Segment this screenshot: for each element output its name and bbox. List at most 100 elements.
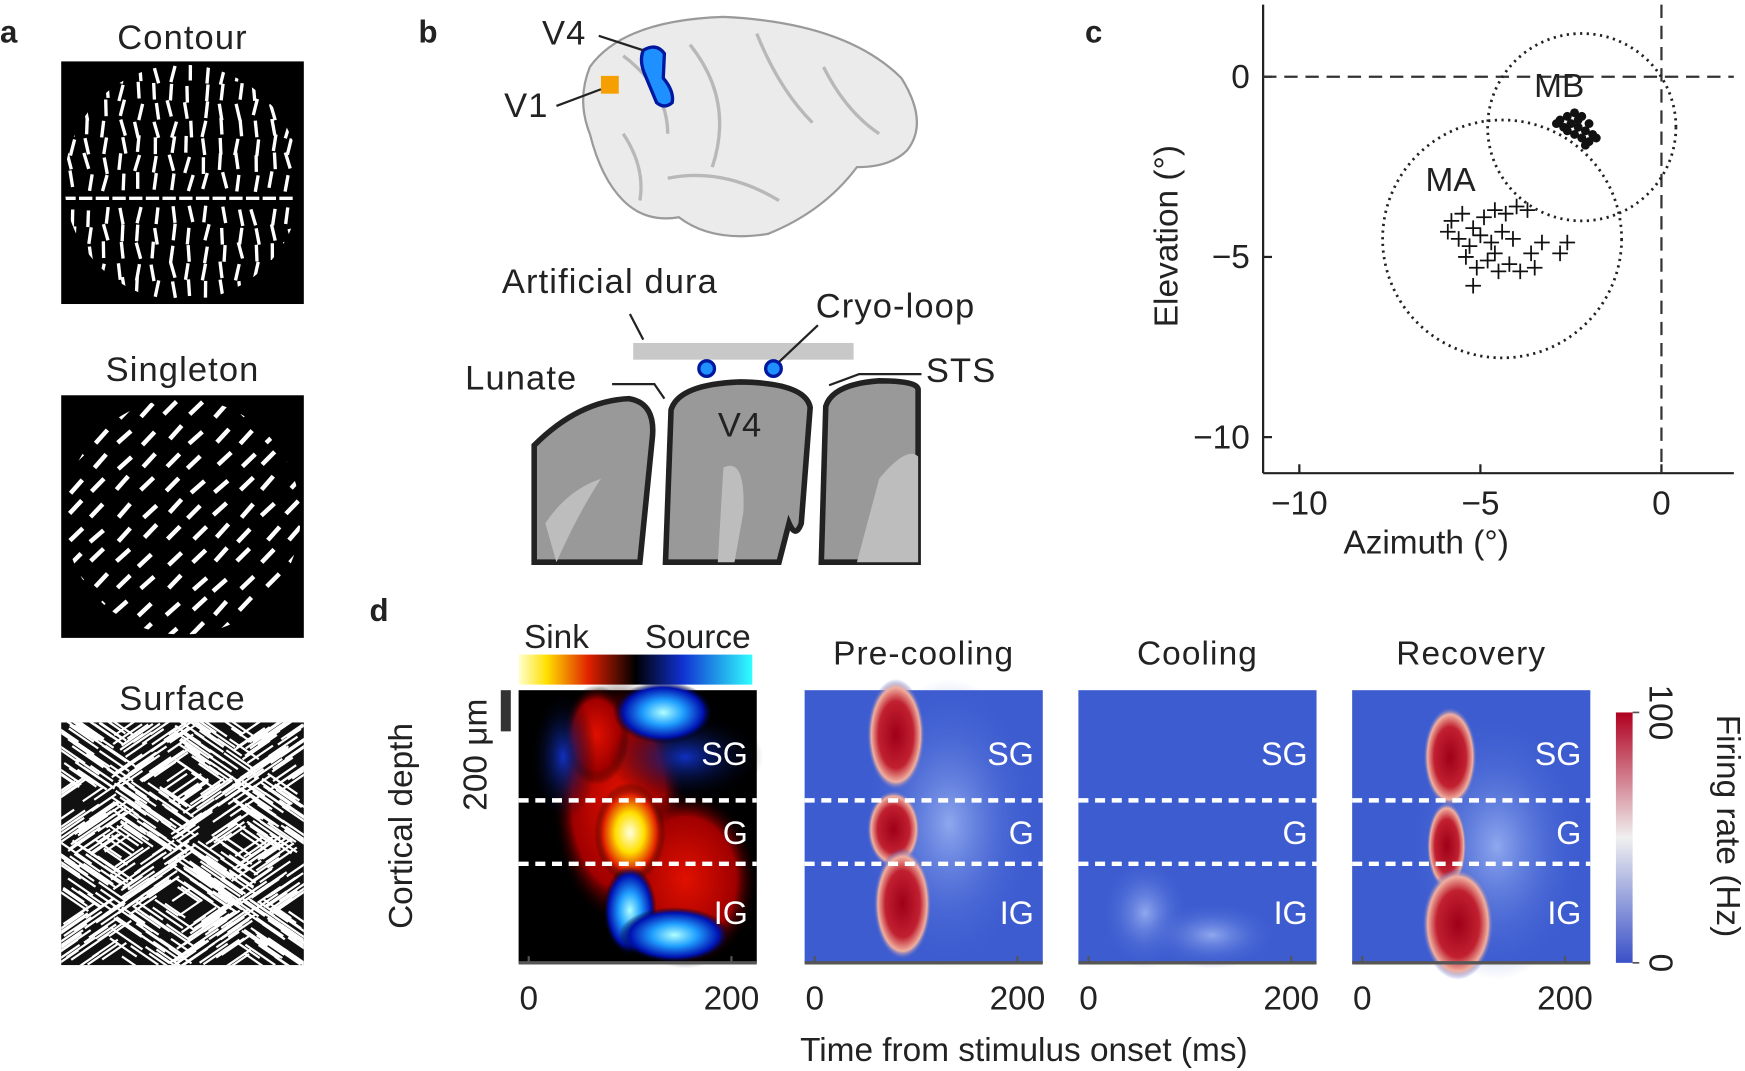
- line-element: [148, 756, 172, 773]
- line-element: [249, 754, 273, 771]
- line-element: [238, 722, 261, 737]
- plus-marker: [1472, 227, 1489, 244]
- line-element: [133, 154, 142, 172]
- line-element: [227, 919, 253, 939]
- line-element: [222, 843, 253, 866]
- line-element: [262, 898, 292, 920]
- line-element: [119, 796, 147, 816]
- line-element: [118, 891, 148, 913]
- line-element: [138, 825, 163, 844]
- line-element: [168, 424, 184, 441]
- line-element: [90, 832, 123, 856]
- line-element: [84, 897, 116, 920]
- line-element: [278, 882, 304, 902]
- line-element: [162, 399, 179, 416]
- line-element: [61, 940, 76, 953]
- line-element: [254, 244, 259, 262]
- scale-bar: [500, 690, 511, 732]
- dot-marker: [1570, 108, 1579, 118]
- line-element: [190, 771, 214, 789]
- line-element: [216, 450, 233, 467]
- line-element: [89, 477, 106, 493]
- line-element: [287, 525, 301, 542]
- line-element: [130, 780, 159, 801]
- plus-marker: [1465, 277, 1481, 294]
- line-element: [209, 729, 236, 749]
- heat-blob: [594, 782, 666, 883]
- line-element: [177, 742, 206, 764]
- line-element: [259, 860, 291, 884]
- line-element: [228, 738, 260, 761]
- pointer: [556, 88, 602, 107]
- line-element: [101, 223, 110, 241]
- line-element: [236, 241, 245, 259]
- line-element: [122, 731, 153, 753]
- line-element: [191, 928, 220, 948]
- plus-marker: [1501, 256, 1518, 272]
- line-element: [61, 832, 74, 844]
- line-element: [262, 837, 294, 860]
- line-element: [230, 859, 262, 883]
- line-element: [116, 782, 148, 805]
- line-element: [253, 175, 260, 193]
- line-element: [265, 572, 281, 589]
- condition-title: Recovery: [1396, 636, 1546, 673]
- x-axis-label: Time from stimulus onset (ms): [800, 1032, 1248, 1069]
- line-element: [250, 807, 275, 826]
- line-element: [228, 854, 259, 876]
- line-element: [78, 722, 105, 740]
- line-element: [102, 137, 109, 155]
- line-element: [180, 737, 210, 760]
- line-element: [114, 474, 130, 492]
- line-element: [132, 722, 161, 744]
- dot-marker: [1580, 140, 1590, 150]
- cryo-loop: [763, 359, 783, 379]
- line-element: [61, 853, 81, 869]
- line-element: [187, 205, 195, 223]
- line-element: [139, 760, 169, 782]
- line-element: [213, 479, 230, 495]
- line-element: [119, 119, 127, 137]
- line-element: [148, 791, 179, 813]
- line-element: [215, 937, 246, 959]
- line-element: [112, 599, 129, 615]
- line-element: [267, 772, 298, 795]
- line-element: [189, 722, 217, 741]
- layer-label: SG: [1261, 736, 1308, 772]
- line-element: [61, 749, 80, 764]
- x-tick-label: 200: [704, 981, 760, 1018]
- line-element: [175, 857, 206, 880]
- line-element: [178, 899, 202, 917]
- line-element: [198, 942, 229, 964]
- line-element: [283, 829, 304, 845]
- plus-marker: [1490, 263, 1507, 280]
- line-element: [215, 427, 231, 444]
- scatter-plot: −10 −5 0 −10 −5 0 Azimuth (°) Elevation (°) MA MB: [1148, 4, 1734, 561]
- line-element: [246, 744, 274, 764]
- layer-label: G: [1556, 815, 1581, 851]
- line-element: [97, 922, 124, 942]
- line-element: [118, 207, 125, 225]
- line-element: [186, 244, 191, 262]
- line-element: [219, 117, 224, 135]
- line-element: [205, 66, 211, 84]
- line-element: [255, 853, 281, 872]
- line-element: [246, 755, 278, 779]
- panel-label: c: [1085, 14, 1102, 49]
- layer-label: G: [1283, 815, 1308, 851]
- line-element: [117, 153, 123, 171]
- line-element: [153, 870, 178, 888]
- line-element: [234, 760, 267, 783]
- dot-marker: [1584, 119, 1594, 129]
- plus-marker: [1468, 259, 1485, 276]
- line-element: [93, 723, 118, 741]
- line-element: [211, 501, 229, 517]
- x-tick-label: 200: [1263, 981, 1319, 1018]
- line-element: [112, 723, 143, 745]
- line-element: [93, 777, 126, 801]
- line-element: [155, 952, 176, 966]
- line-element: [183, 867, 214, 889]
- line-element: [92, 452, 108, 470]
- line-element: [116, 263, 122, 281]
- line-element: [121, 906, 146, 925]
